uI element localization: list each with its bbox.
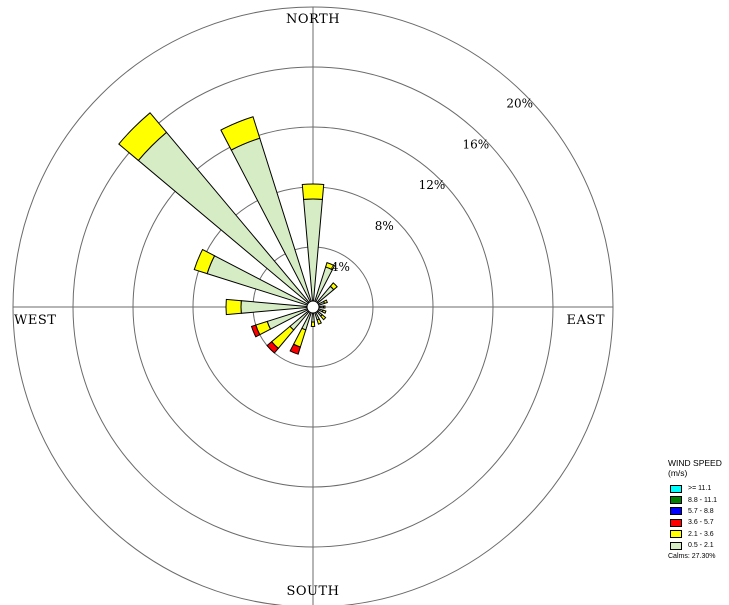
legend-label: 0.5 - 2.1 [688, 542, 714, 550]
direction-label-east: EAST [567, 313, 605, 328]
legend-label: >= 11.1 [688, 485, 712, 493]
legend-item: >= 11.1 [670, 483, 729, 494]
rose-wedge [329, 282, 338, 291]
legend-label: 8.8 - 11.1 [688, 496, 718, 504]
calm-center-circle [306, 300, 320, 314]
rose-wedge [240, 300, 308, 314]
radial-tick-label: 8% [375, 219, 394, 233]
rose-wedge [118, 112, 168, 162]
rose-wedge [289, 343, 301, 355]
rose-wedge [292, 327, 307, 348]
legend-swatch [670, 518, 682, 527]
direction-label-west: WEST [14, 313, 56, 328]
legend-title: WIND SPEED [668, 458, 722, 468]
wind-rose-bars [118, 112, 338, 355]
rose-wedge [320, 314, 327, 321]
legend-item: 5.7 - 8.8 [670, 506, 729, 517]
rose-wedge [318, 305, 324, 309]
radial-tick-label: 4% [331, 260, 350, 274]
legend-label: 2.1 - 3.6 [688, 530, 714, 538]
rose-wedge [322, 299, 328, 305]
calms-text: Calms: 27.30% [668, 553, 716, 561]
direction-label-north: NORTH [286, 12, 340, 27]
chart-labels: NORTH SOUTH EAST WEST 4% 8% 12% 16% 20% [14, 12, 605, 599]
legend-swatch [670, 496, 682, 505]
radial-tick-label: 20% [506, 96, 533, 110]
wind-speed-legend: WIND SPEED (m/s) >= 11.1 8.8 - 11.1 5.7 … [668, 458, 729, 560]
rose-wedge [322, 305, 326, 309]
rose-wedge [266, 341, 279, 354]
radial-tick-label: 12% [419, 178, 446, 192]
rose-wedge [311, 312, 315, 323]
legend-swatch [670, 530, 682, 539]
direction-label-south: SOUTH [286, 584, 339, 599]
rose-wedge [225, 298, 242, 316]
rose-wedge [301, 183, 325, 200]
legend-label: 3.6 - 5.7 [688, 519, 714, 527]
legend-label: 5.7 - 8.8 [688, 507, 714, 515]
rose-wedge [321, 309, 327, 314]
rose-wedge [250, 324, 261, 338]
legend-item: 2.1 - 3.6 [670, 529, 729, 540]
radial-tick-label: 16% [463, 137, 490, 151]
rose-wedge [316, 318, 322, 325]
legend-item: 0.5 - 2.1 [670, 540, 729, 551]
legend-swatch [670, 507, 682, 516]
legend-unit: (m/s) [668, 468, 688, 478]
legend-item: 8.8 - 11.1 [670, 494, 729, 505]
rose-wedge [310, 321, 316, 328]
legend-item: 3.6 - 5.7 [670, 517, 729, 528]
rose-wedge [220, 116, 261, 151]
legend-swatch [670, 484, 682, 493]
rose-wedge [193, 248, 216, 275]
legend-swatch [670, 541, 682, 550]
rose-wedge [325, 262, 336, 271]
